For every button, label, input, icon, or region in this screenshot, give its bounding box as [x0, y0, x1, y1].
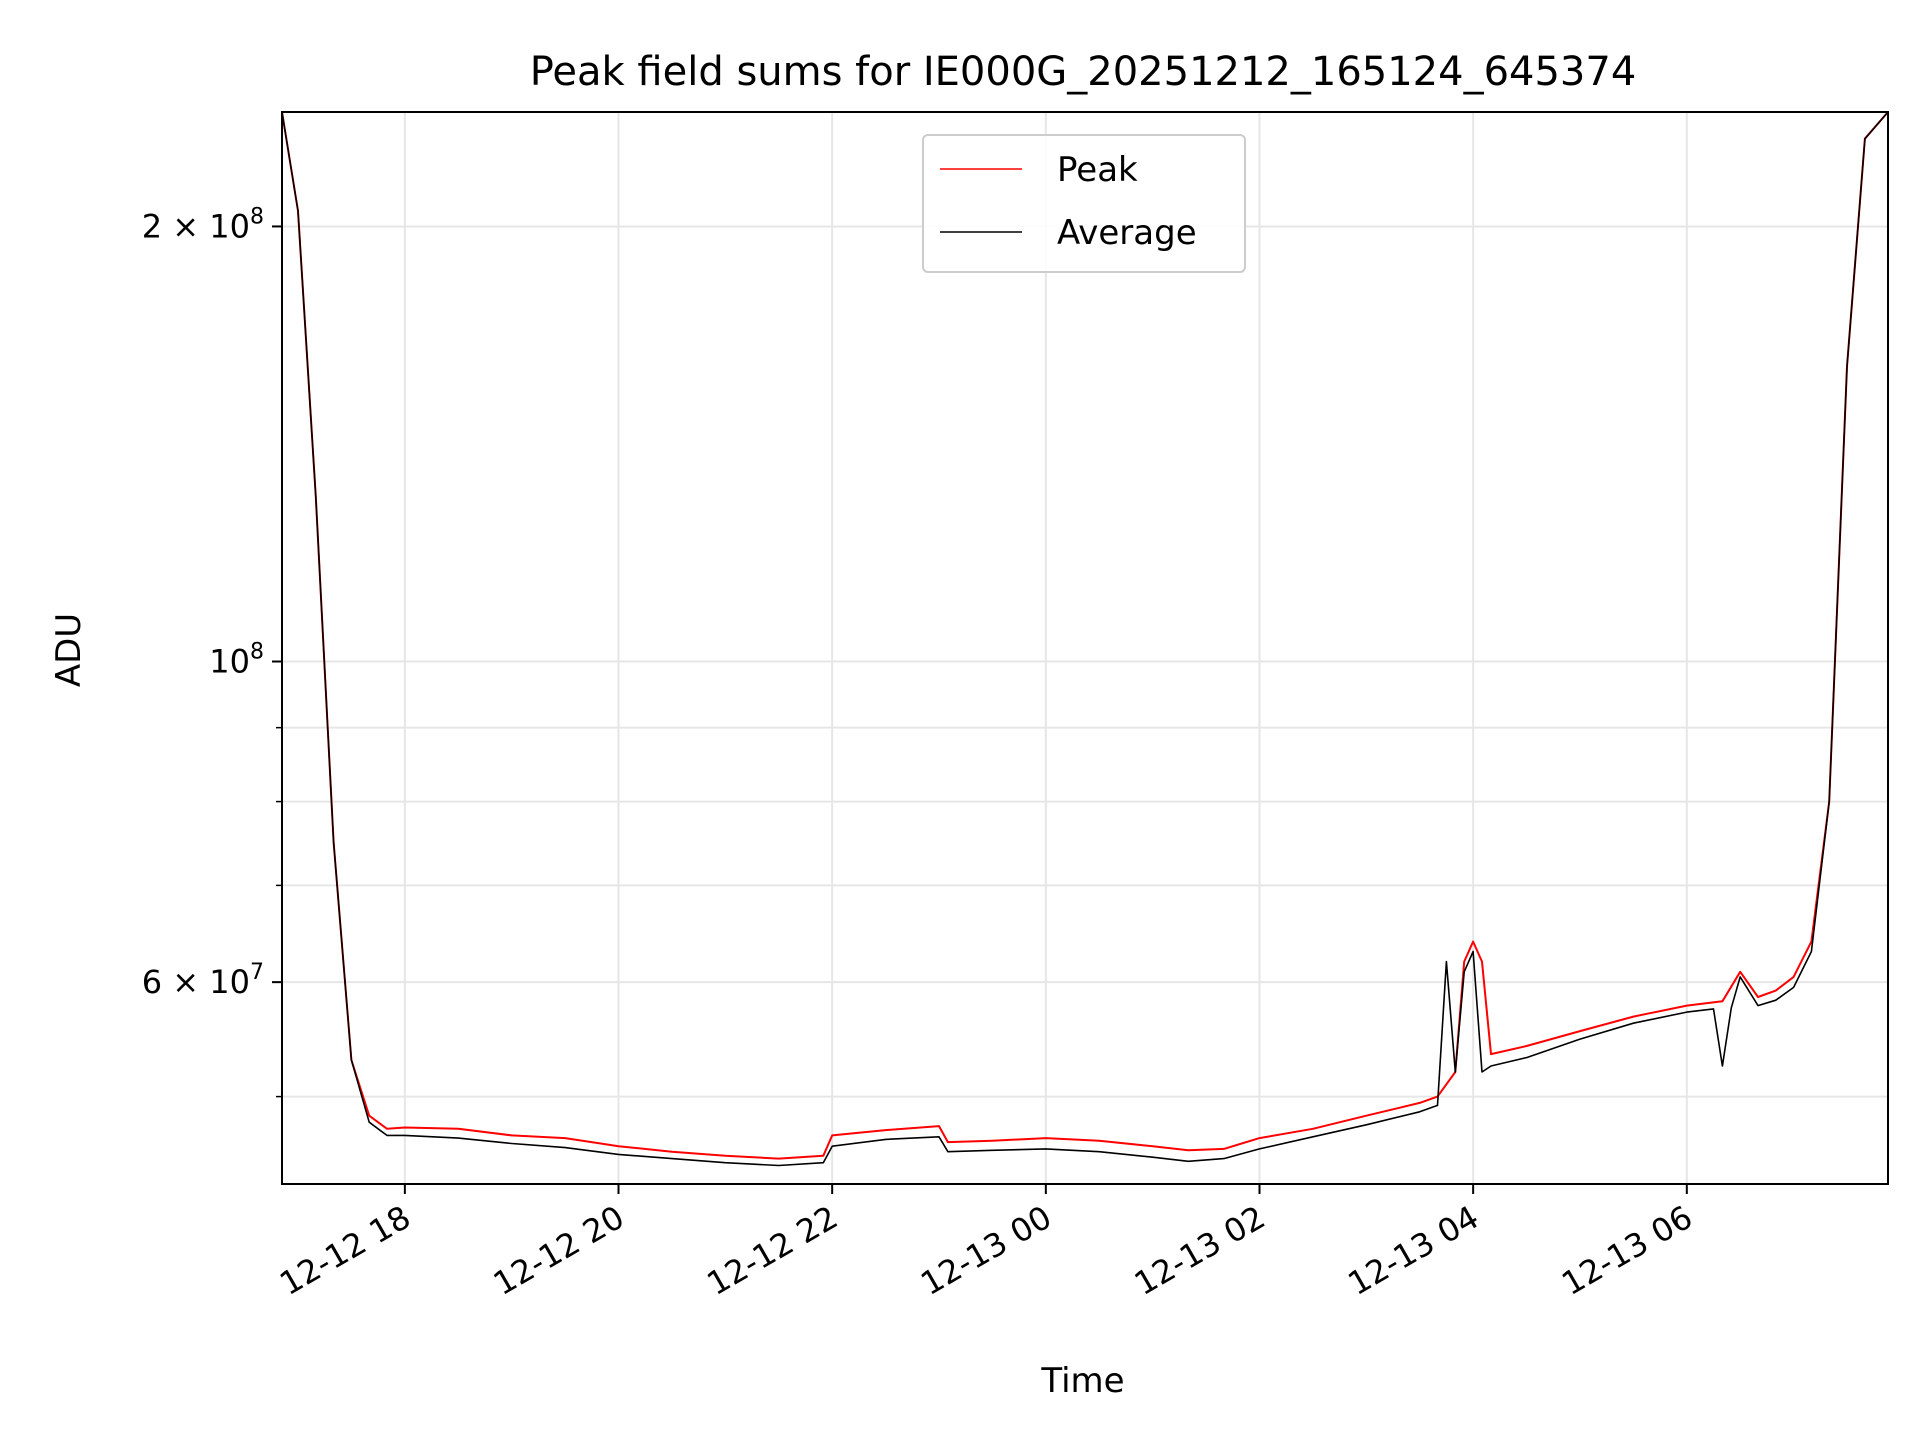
plot-frame — [281, 111, 1889, 1185]
y-tick-label: 108 — [209, 640, 264, 681]
legend-label-peak: Peak — [1057, 150, 1138, 190]
legend-label-average: Average — [1057, 213, 1197, 253]
y-tick-label: 6 × 107 — [142, 960, 264, 1001]
x-axis-label: Time — [1040, 1361, 1124, 1401]
legend: Peak Average — [922, 134, 1246, 273]
series-group — [282, 112, 1888, 1167]
chart-title: Peak field sums for IE000G_20251212_1651… — [530, 49, 1637, 95]
y-axis-label: ADU — [49, 613, 89, 687]
series-line-average — [282, 112, 1888, 1167]
y-axis-ticks: 6 × 107 108 2 × 108 — [142, 204, 282, 1098]
series-line-peak — [282, 112, 1888, 1160]
y-tick-label: 2 × 108 — [142, 204, 264, 245]
